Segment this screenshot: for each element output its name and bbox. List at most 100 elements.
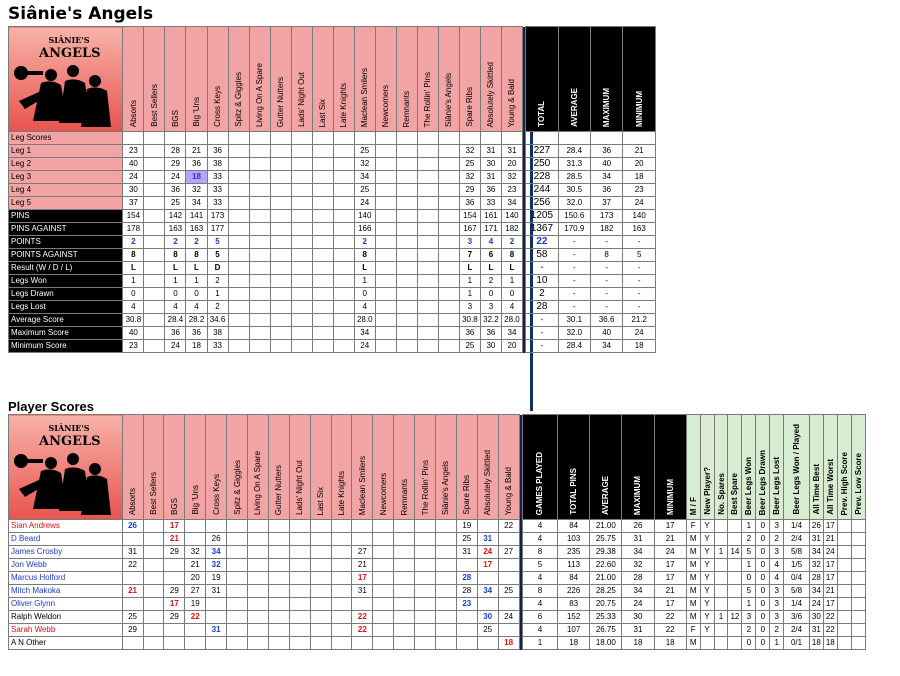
table-cell bbox=[374, 274, 397, 288]
table-cell bbox=[332, 209, 355, 223]
table-cell bbox=[290, 248, 313, 262]
summary-cell: 24 bbox=[653, 545, 687, 559]
table-cell bbox=[437, 170, 460, 184]
table-cell: 163 bbox=[164, 222, 187, 236]
table-cell: 22 bbox=[184, 610, 207, 624]
team-header-15: Siânie's Angels bbox=[437, 26, 460, 132]
table-cell: 8 bbox=[164, 248, 187, 262]
table-cell bbox=[372, 558, 395, 572]
table-cell bbox=[497, 623, 520, 637]
summary-cell: - bbox=[525, 339, 559, 353]
table-cell bbox=[269, 339, 292, 353]
table-cell bbox=[143, 196, 166, 210]
extra-cell: 30 bbox=[808, 610, 824, 624]
table-cell: 27 bbox=[351, 545, 374, 559]
table-cell bbox=[269, 209, 292, 223]
table-cell bbox=[142, 545, 165, 559]
table-row: Legs Won 1 1 1 2 1 1 2 1 10- - - bbox=[7, 274, 656, 288]
table-cell: 30 bbox=[122, 183, 145, 197]
extra-cell: 0 bbox=[755, 610, 771, 624]
table-cell: 2 bbox=[122, 235, 145, 249]
summary-cell: 170.9 bbox=[557, 222, 591, 236]
table-cell: 34 bbox=[353, 170, 376, 184]
extra-cell bbox=[850, 584, 867, 598]
table-cell: 154 bbox=[458, 209, 481, 223]
team-header-13: Remnants bbox=[395, 26, 418, 132]
table-row: Result (W / D / L) L L L D L L L L - - - - bbox=[7, 261, 656, 275]
summary-cell: 84 bbox=[557, 519, 591, 533]
player-team-header-2: BGS bbox=[163, 414, 186, 520]
table-cell bbox=[288, 519, 311, 533]
logo-lettering: SIÂNIE'S ANGELS bbox=[39, 35, 101, 61]
table-cell bbox=[205, 610, 228, 624]
table-cell bbox=[351, 519, 374, 533]
table-cell bbox=[416, 287, 439, 301]
empty-cell bbox=[290, 131, 313, 145]
table-cell bbox=[246, 610, 269, 624]
extra-cell: 2 bbox=[741, 532, 757, 546]
table-cell bbox=[143, 300, 166, 314]
table-cell: 23 bbox=[500, 183, 523, 197]
empty-cell bbox=[525, 131, 559, 145]
table-cell: 21 bbox=[351, 558, 374, 572]
page-title: Siânie's Angels bbox=[8, 4, 154, 24]
summary-cell: 28.25 bbox=[589, 584, 623, 598]
extra-cell bbox=[727, 519, 743, 533]
table-cell bbox=[246, 519, 269, 533]
team-header-7: Gutter Nutters bbox=[269, 26, 292, 132]
summary-cell: 84 bbox=[557, 571, 591, 585]
table-row: Minimum Score 23 24 18 33 24 25 30 20-28.4 34 18 bbox=[7, 339, 656, 353]
table-cell: 25 bbox=[458, 339, 481, 353]
extra-cell: 1/4 bbox=[783, 597, 810, 611]
table-cell: 4 bbox=[353, 300, 376, 314]
summary-cell: 34 bbox=[621, 584, 655, 598]
table-cell bbox=[309, 532, 332, 546]
table-cell: 28.4 bbox=[164, 313, 187, 327]
extra-cell bbox=[836, 545, 852, 559]
summary-cell: 8 bbox=[521, 545, 559, 559]
table-cell bbox=[437, 222, 460, 236]
table-cell bbox=[374, 261, 397, 275]
table-cell bbox=[395, 144, 418, 158]
summary-cell: 17 bbox=[653, 597, 687, 611]
table-cell: 20 bbox=[500, 157, 523, 171]
table-cell bbox=[372, 623, 395, 637]
summary-cell: 6 bbox=[521, 610, 559, 624]
table-cell: 29 bbox=[163, 545, 186, 559]
summary-cell: 20 bbox=[622, 157, 656, 171]
table-cell bbox=[455, 610, 478, 624]
table-cell bbox=[437, 339, 460, 353]
table-cell bbox=[393, 584, 416, 598]
table-cell bbox=[434, 558, 457, 572]
row-label: Leg 2 bbox=[7, 157, 124, 171]
table-cell: 33 bbox=[206, 196, 229, 210]
divider-cell bbox=[522, 339, 526, 353]
extra-cell bbox=[727, 597, 743, 611]
extra-cell: M bbox=[685, 584, 701, 598]
table-cell bbox=[374, 287, 397, 301]
summary-cell: 21 bbox=[653, 584, 687, 598]
table-cell bbox=[290, 300, 313, 314]
row-label: Leg 5 bbox=[7, 196, 124, 210]
table-cell bbox=[332, 287, 355, 301]
divider-cell bbox=[519, 610, 523, 624]
table-cell bbox=[414, 571, 436, 585]
extra-cell: Y bbox=[699, 597, 715, 611]
extra-cell: 0 bbox=[755, 571, 771, 585]
empty-cell bbox=[269, 131, 292, 145]
table-cell: 25 bbox=[121, 610, 144, 624]
empty-cell bbox=[353, 131, 376, 145]
table-row: Mitch Makoka 21 29 27 31 31 28 34 25 8 226 28.25 34 2… bbox=[8, 584, 867, 598]
table-cell bbox=[372, 532, 395, 546]
table-cell: 22 bbox=[351, 623, 374, 637]
extra-cell: 18 bbox=[808, 636, 824, 650]
table-cell: 21 bbox=[185, 144, 208, 158]
summary-cell: - bbox=[525, 261, 559, 275]
extra-cell: 14 bbox=[727, 545, 743, 559]
table-cell: L bbox=[353, 261, 376, 275]
summary-cell: 103 bbox=[557, 532, 591, 546]
table-cell bbox=[309, 597, 332, 611]
empty-cell bbox=[622, 131, 656, 145]
table-cell: L bbox=[458, 261, 481, 275]
table-cell bbox=[414, 623, 436, 637]
